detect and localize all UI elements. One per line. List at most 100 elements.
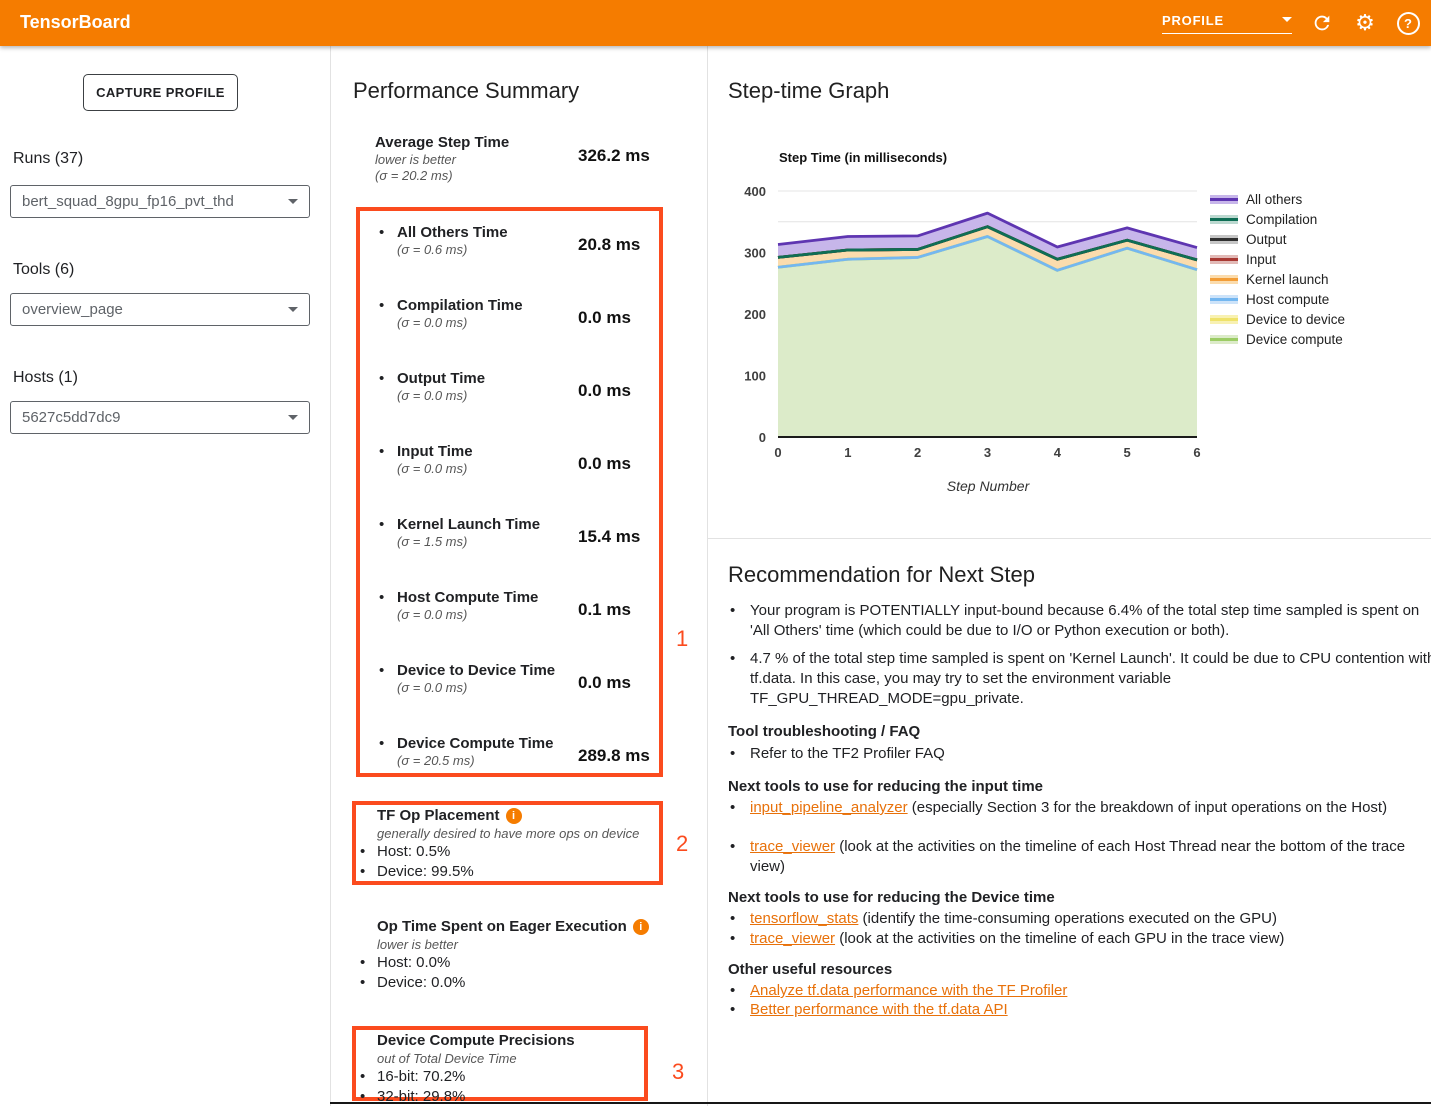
runs-label: Runs (37) [13, 150, 84, 167]
bullet-dot: • [730, 838, 736, 855]
legend-swatch [1210, 334, 1238, 344]
metric-row: • All Others Time (σ = 0.6 ms) [379, 224, 669, 258]
runs-dropdown[interactable]: bert_squad_8gpu_fp16_pvt_thd [10, 185, 310, 218]
tools-label: Tools (6) [13, 261, 75, 278]
chevron-down-icon [288, 415, 298, 420]
legend-swatch [1210, 314, 1238, 324]
bullet-dot: • [379, 443, 385, 460]
average-step-time-value: 326.2 ms [578, 146, 650, 165]
list-item: • 16-bit: 70.2% [360, 1067, 660, 1087]
tool-item: • trace_viewer (look at the activities o… [730, 837, 1431, 877]
tool-item-text: (identify the time-consuming operations … [858, 910, 1277, 927]
topbar-controls: PROFILE ⚙ ? [1162, 0, 1421, 46]
hosts-dropdown[interactable]: 5627c5dd7dc9 [10, 401, 310, 434]
tf-op-placement-section: TF Op Placement i generally desired to h… [360, 806, 660, 882]
tfdata-profiler-link[interactable]: Analyze tf.data performance with the TF … [750, 982, 1068, 999]
tool-item-text: (look at the activities on the timeline … [835, 930, 1285, 947]
average-step-time-note: lower is better [375, 152, 456, 167]
average-step-time-block: Average Step Time lower is better (σ = 2… [375, 134, 509, 184]
annotation-digit-1: 1 [676, 626, 689, 651]
trace-viewer-link[interactable]: trace_viewer [750, 838, 836, 855]
bullet-dot: • [360, 843, 366, 860]
precision-16bit-value: 16-bit: 70.2% [377, 1068, 466, 1085]
faq-item-text: Refer to the TF2 Profiler FAQ [750, 745, 945, 762]
bullet-dot: • [730, 930, 736, 947]
tensorflow-stats-link[interactable]: tensorflow_stats [750, 910, 859, 927]
trace-viewer-link[interactable]: trace_viewer [750, 930, 836, 947]
legend-label: Kernel launch [1246, 271, 1329, 287]
column-divider [707, 46, 708, 1106]
chart-x-axis-title: Step Number [946, 478, 1030, 494]
bullet-dot: • [730, 1001, 736, 1018]
settings-button[interactable]: ⚙ [1352, 10, 1378, 36]
svg-text:400: 400 [744, 184, 766, 199]
metric-name: All Others Time [397, 224, 508, 241]
tf-op-placement-note: generally desired to have more ops on de… [377, 826, 640, 841]
legend-label: Compilation [1246, 211, 1318, 227]
help-button[interactable]: ? [1395, 10, 1421, 36]
bullet-dot: • [379, 297, 385, 314]
metric-value: 0.0 ms [578, 381, 631, 400]
metric-sigma: (σ = 20.5 ms) [397, 753, 475, 768]
tfdata-api-link[interactable]: Better performance with the tf.data API [750, 1001, 1008, 1018]
bullet-dot: • [730, 982, 736, 999]
metric-row: • Input Time (σ = 0.0 ms) [379, 443, 669, 477]
svg-text:0: 0 [759, 430, 766, 445]
precision-32bit-value: 32-bit: 29.8% [377, 1088, 466, 1105]
recommendation-title: Recommendation for Next Step [728, 562, 1035, 587]
svg-text:300: 300 [744, 246, 766, 261]
tools-dropdown[interactable]: overview_page [10, 293, 310, 326]
metric-sigma: (σ = 1.5 ms) [397, 534, 468, 549]
list-item: • Host: 0.0% [360, 953, 660, 973]
legend-entry: Input [1210, 249, 1345, 269]
bullet-dot: • [360, 954, 366, 971]
faq-item: • Refer to the TF2 Profiler FAQ [730, 744, 1431, 764]
resource-item: • Analyze tf.data performance with the T… [730, 981, 1431, 1001]
performance-summary-title: Performance Summary [353, 78, 580, 103]
legend-entry: Output [1210, 229, 1345, 249]
metric-sigma: (σ = 0.0 ms) [397, 607, 468, 622]
metric-value: 0.1 ms [578, 600, 631, 619]
metric-value: 20.8 ms [578, 235, 641, 254]
metric-row: • Output Time (σ = 0.0 ms) [379, 370, 669, 404]
tool-item-text: (look at the activities on the timeline … [750, 838, 1406, 875]
bullet-dot: • [730, 602, 736, 619]
metric-name: Input Time [397, 443, 473, 460]
legend-label: Output [1246, 231, 1287, 247]
metric-sigma: (σ = 0.0 ms) [397, 388, 468, 403]
metric-name: Compilation Time [397, 297, 523, 314]
metric-value: 0.0 ms [578, 454, 631, 473]
reload-button[interactable] [1309, 10, 1335, 36]
step-time-graph-title: Step-time Graph [728, 78, 890, 103]
list-item: • Device: 99.5% [360, 862, 660, 882]
top-app-bar: TensorBoard PROFILE ⚙ ? [0, 0, 1431, 46]
metric-row: • Device to Device Time (σ = 0.0 ms) [379, 662, 669, 696]
info-icon[interactable]: i [632, 918, 649, 935]
eager-execution-note: lower is better [377, 937, 458, 952]
tool-item: • trace_viewer (look at the activities o… [730, 929, 1431, 949]
metric-value: 15.4 ms [578, 527, 641, 546]
svg-text:6: 6 [1193, 445, 1200, 460]
list-item: • Host: 0.5% [360, 842, 660, 862]
capture-profile-button[interactable]: CAPTURE PROFILE [83, 74, 238, 111]
chevron-down-icon [288, 307, 298, 312]
hosts-dropdown-value: 5627c5dd7dc9 [22, 409, 121, 426]
svg-text:0: 0 [774, 445, 781, 460]
annotation-digit-2: 2 [676, 831, 689, 856]
metric-sigma: (σ = 0.0 ms) [397, 680, 468, 695]
list-item: • Device: 0.0% [360, 973, 660, 993]
bottom-divider [330, 1102, 1431, 1104]
legend-entry: Kernel launch [1210, 269, 1345, 289]
metric-row: • Compilation Time (σ = 0.0 ms) [379, 297, 669, 331]
tf-op-placement-title: TF Op Placement [377, 807, 500, 824]
metric-name: Device Compute Time [397, 735, 554, 752]
page-selector-dropdown[interactable]: PROFILE [1162, 13, 1292, 34]
legend-swatch [1210, 194, 1238, 204]
metric-name: Device to Device Time [397, 662, 556, 679]
legend-label: Host compute [1246, 291, 1330, 307]
legend-swatch [1210, 274, 1238, 284]
step-time-chart-plot[interactable]: 0 100 200 300 400 0 1 2 3 4 5 6 [707, 165, 1227, 465]
input-pipeline-analyzer-link[interactable]: input_pipeline_analyzer [750, 799, 908, 816]
info-icon[interactable]: i [505, 807, 522, 824]
